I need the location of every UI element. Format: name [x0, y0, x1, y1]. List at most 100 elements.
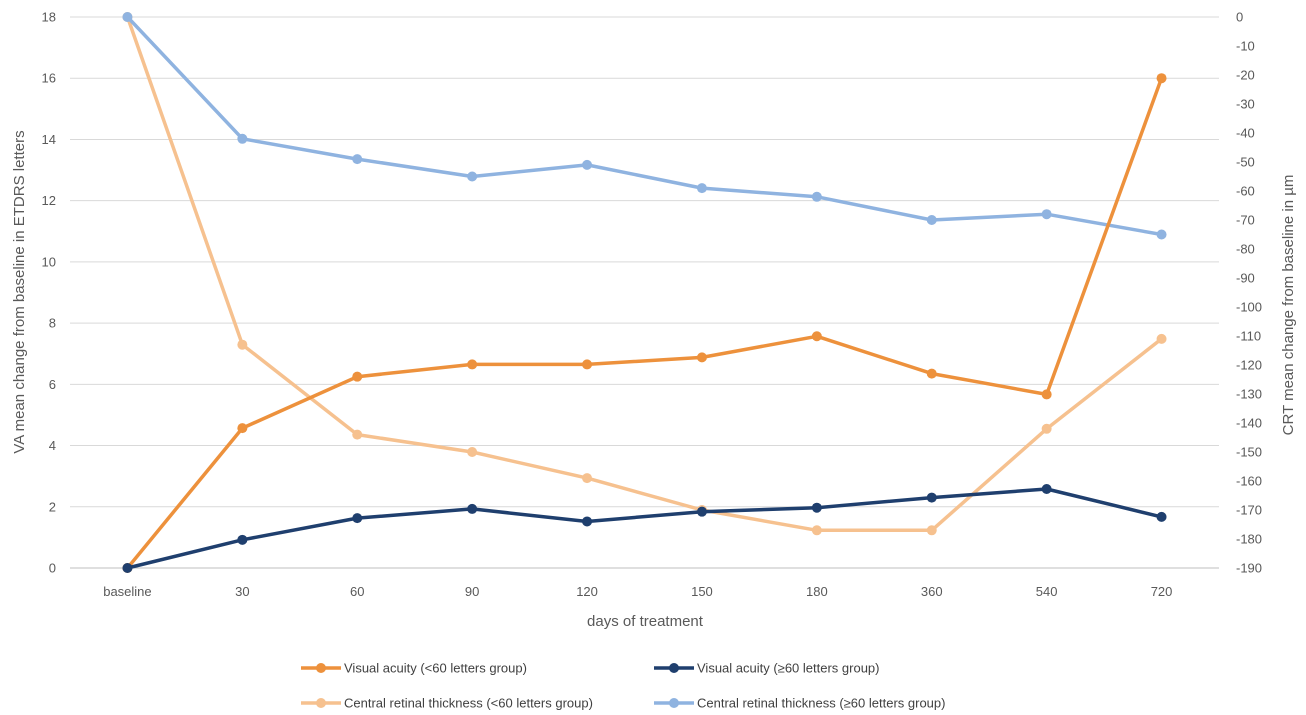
- data-point: [926, 215, 937, 225]
- x-tick-label: 180: [806, 584, 828, 599]
- x-axis-title: days of treatment: [587, 613, 704, 630]
- left-tick-label: 0: [49, 561, 56, 576]
- series-line: [125, 487, 1164, 570]
- series-layer: [122, 12, 1167, 573]
- data-point: [467, 171, 478, 182]
- data-point: [811, 525, 822, 536]
- right-tick-label: 0: [1236, 10, 1243, 25]
- right-tick-label: -120: [1236, 358, 1262, 373]
- x-tick-label: 540: [1036, 584, 1058, 599]
- legend: Visual acuity (<60 letters group) Visual …: [301, 661, 945, 711]
- right-tick-label: -150: [1236, 445, 1262, 460]
- legend-swatch-marker: [669, 663, 679, 673]
- data-point: [237, 339, 248, 350]
- data-point: [122, 12, 133, 22]
- left-tick-label: 2: [49, 499, 56, 514]
- data-point: [237, 133, 248, 144]
- data-point: [352, 371, 363, 382]
- data-point: [467, 359, 478, 370]
- right-tick-label: -190: [1236, 561, 1262, 576]
- data-point: [696, 183, 707, 194]
- data-point: [582, 159, 593, 170]
- data-point: [811, 191, 822, 202]
- series-line: [125, 15, 1164, 533]
- left-y-axis-title: VA mean change from baseline in ETDRS le…: [11, 130, 28, 453]
- right-tick-label: -170: [1236, 503, 1262, 518]
- data-point: [582, 473, 593, 484]
- data-point: [1041, 209, 1052, 220]
- data-point: [1156, 73, 1167, 84]
- right-tick-label: -130: [1236, 387, 1262, 402]
- x-tick-label: 120: [576, 584, 598, 599]
- data-point: [926, 525, 937, 536]
- left-tick-label: 4: [49, 438, 56, 453]
- right-tick-label: -110: [1236, 329, 1261, 344]
- x-tick-label: 150: [691, 584, 713, 599]
- left-tick-label: 10: [42, 254, 56, 269]
- legend-label: Visual acuity (<60 letters group): [344, 661, 527, 676]
- x-tick-label: 360: [921, 584, 943, 599]
- data-point: [1041, 389, 1052, 400]
- left-tick-label: 6: [49, 377, 56, 392]
- x-tick-label: 30: [235, 584, 249, 599]
- series-line: [125, 76, 1164, 570]
- data-point: [926, 368, 937, 379]
- series-4: [122, 12, 1167, 240]
- right-tick-label: -20: [1236, 68, 1255, 83]
- legend-swatch-marker: [316, 698, 326, 708]
- data-point: [237, 534, 248, 545]
- right-tick-label: -30: [1236, 97, 1255, 112]
- left-tick-label: 12: [42, 193, 56, 208]
- series-2: [122, 484, 1167, 573]
- data-point: [467, 503, 478, 514]
- right-tick-label: -100: [1236, 300, 1262, 315]
- legend-item: Visual acuity (<60 letters group): [301, 661, 527, 676]
- right-tick-label: -80: [1236, 242, 1255, 257]
- data-point: [352, 154, 363, 165]
- x-tick-label: 720: [1151, 584, 1173, 599]
- gridlines: [70, 16, 1219, 569]
- right-y-axis-title: CRT mean change from baseline in µm: [1280, 175, 1297, 436]
- x-tick-label: 60: [350, 584, 364, 599]
- right-tick-label: -70: [1236, 213, 1255, 228]
- data-point: [696, 352, 707, 363]
- data-point: [1041, 423, 1052, 434]
- series-3: [122, 12, 1167, 536]
- data-point: [1156, 511, 1167, 522]
- data-point: [1156, 229, 1167, 240]
- right-tick-label: -160: [1236, 474, 1262, 489]
- data-point: [352, 429, 363, 440]
- right-tick-label: -140: [1236, 416, 1262, 431]
- data-point: [811, 331, 822, 342]
- legend-swatch-marker: [316, 663, 326, 673]
- legend-item: Visual acuity (≥60 letters group): [654, 661, 879, 676]
- series-1: [122, 73, 1167, 573]
- data-point: [811, 502, 822, 513]
- right-y-axis: 0 -10 -20 -30 -40 -50 -60 -70 -80 -90 -100 -110 -120…: [1236, 10, 1262, 576]
- right-tick-label: -180: [1236, 532, 1262, 547]
- data-point: [1041, 484, 1052, 495]
- left-tick-label: 16: [42, 71, 56, 86]
- data-point: [467, 447, 478, 457]
- data-point: [582, 359, 593, 370]
- data-point: [926, 492, 937, 503]
- data-point: [582, 516, 593, 527]
- legend-label: Visual acuity (≥60 letters group): [697, 661, 879, 676]
- right-tick-label: -40: [1236, 126, 1255, 141]
- data-point: [696, 506, 707, 517]
- legend-item: Central retinal thickness (≥60 letters g…: [654, 696, 945, 711]
- left-tick-label: 8: [49, 316, 56, 331]
- right-tick-label: -10: [1236, 39, 1255, 54]
- right-tick-label: -60: [1236, 184, 1255, 199]
- series-line: [125, 15, 1164, 237]
- x-tick-label: 90: [465, 584, 479, 599]
- data-point: [122, 563, 133, 573]
- left-tick-label: 14: [42, 132, 56, 147]
- legend-item: Central retinal thickness (<60 letters g…: [301, 696, 593, 711]
- x-tick-label: baseline: [103, 584, 151, 599]
- legend-swatch-marker: [669, 698, 679, 708]
- data-point: [1156, 333, 1167, 344]
- data-point: [237, 423, 248, 434]
- left-tick-label: 18: [42, 10, 56, 25]
